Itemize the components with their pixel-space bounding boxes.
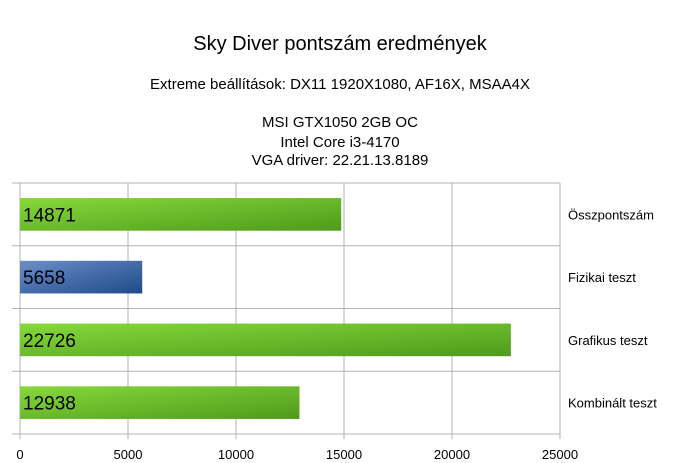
data-label: 12938	[23, 394, 76, 415]
x-tick-label: 25000	[542, 447, 578, 462]
bar-4	[20, 386, 300, 419]
category-label: Grafikus teszt	[568, 333, 648, 348]
data-label: 14871	[23, 205, 76, 226]
category-label: Összpontszám	[568, 207, 654, 222]
x-tick-label: 5000	[114, 447, 143, 462]
x-tick-label: 20000	[434, 447, 470, 462]
data-label: 22726	[23, 331, 76, 352]
category-label: Kombinált teszt	[568, 396, 657, 411]
data-label: 5658	[23, 268, 65, 289]
chart-subtitle: Extreme beállítások: DX11 1920X1080, AF1…	[150, 76, 530, 93]
info-line-cpu: Intel Core i3-4170	[280, 134, 400, 151]
bar-3	[20, 323, 511, 357]
chart-title: Sky Diver pontszám eredmények	[193, 33, 487, 55]
x-tick-label: 10000	[218, 447, 254, 462]
x-tick-label: 15000	[326, 447, 362, 462]
bar-2	[20, 260, 143, 294]
info-line-gpu: MSI GTX1050 2GB OC	[262, 114, 418, 131]
x-tick-label: 0	[16, 447, 23, 462]
bar-1	[20, 198, 342, 231]
category-label: Fizikai teszt	[568, 270, 636, 285]
info-line-driver: VGA driver: 22.21.13.8189	[251, 152, 429, 169]
